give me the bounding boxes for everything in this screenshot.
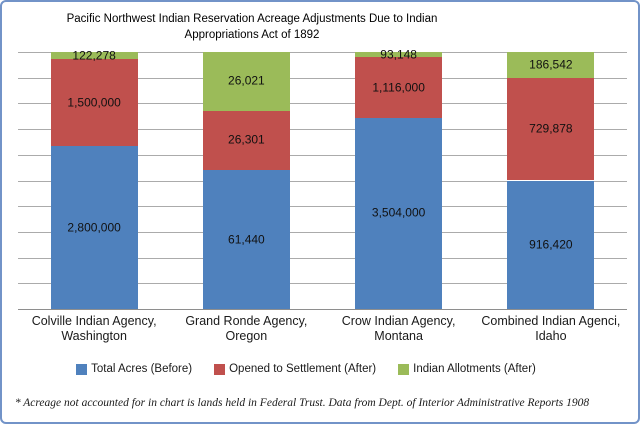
bar-segment <box>50 59 138 147</box>
category-label: Colville Indian Agency, Washington <box>18 314 170 344</box>
gridline <box>18 129 627 131</box>
category-axis: Colville Indian Agency, Washington Grand R… <box>2 314 638 348</box>
data-label: 1,500,000 <box>67 95 121 110</box>
legend-item: Opened to Settlement (After) <box>214 363 376 375</box>
category-label-line: Crow Indian Agency, <box>341 314 456 328</box>
data-label: 93,148 <box>380 47 417 62</box>
bar-segment <box>355 52 443 58</box>
category-label-line: Idaho <box>535 329 567 343</box>
legend-swatch-icon <box>398 363 410 375</box>
bar-segment <box>50 52 138 60</box>
legend: Total Acres (Before) Opened to Settlement… <box>2 363 610 375</box>
data-label: 3,504,000 <box>371 205 426 220</box>
gridline <box>18 154 627 156</box>
bar-segment <box>507 78 595 181</box>
legend-label: Opened to Settlement (After) <box>229 363 377 375</box>
chart-title-line2: Appropriations Act of 1892 <box>184 29 320 41</box>
gridline <box>18 283 627 285</box>
data-label: 186,542 <box>529 57 573 72</box>
chart-title-line1: Pacific Northwest Indian Reservation Acr… <box>66 13 438 25</box>
bar-segment <box>355 117 443 309</box>
category-label: Crow Indian Agency, Montana <box>323 314 475 344</box>
gridline <box>18 77 627 79</box>
bar-segment <box>50 146 138 309</box>
gridline <box>18 257 627 259</box>
category-label-line: Montana <box>374 329 423 343</box>
footnote: * Acreage not accounted for in chart is … <box>14 397 590 409</box>
data-label: 61,440 <box>228 232 265 247</box>
data-label: 122,278 <box>72 48 116 63</box>
legend-label: Indian Allotments (After) <box>413 363 536 375</box>
plot-area: 2,800,000 1,500,000 122,278 61,440 26,301 26,… <box>18 48 627 310</box>
x-axis-line <box>18 309 627 310</box>
gridline <box>18 180 627 182</box>
category-label: Combined Indian Agenci, Idaho <box>475 314 627 344</box>
category-label-line: Colville Indian Agency, <box>31 314 157 328</box>
category-label-line: Grand Ronde Agency, <box>185 314 308 328</box>
gridline <box>18 231 627 233</box>
legend-item: Indian Allotments (After) <box>398 363 536 375</box>
bar-segment <box>202 170 290 309</box>
bar-segment <box>202 52 290 111</box>
legend-item: Total Acres (Before) <box>76 363 192 375</box>
bar-segment <box>507 180 595 309</box>
data-label: 2,800,000 <box>67 220 121 235</box>
legend-swatch-icon <box>76 363 88 375</box>
bar-segment <box>202 110 290 171</box>
bar-segment <box>507 52 595 79</box>
data-label: 1,116,000 <box>372 80 425 94</box>
gridline <box>18 206 627 208</box>
data-label: 916,420 <box>529 237 573 252</box>
category-label-line: Oregon <box>225 329 268 343</box>
category-label: Grand Ronde Agency, Oregon <box>170 314 322 344</box>
legend-swatch-icon <box>214 363 226 375</box>
bar-segment <box>355 57 443 118</box>
gridline <box>18 52 627 53</box>
category-label-line: Combined Indian Agenci, <box>481 314 621 328</box>
legend-label: Total Acres (Before) <box>91 363 193 375</box>
category-label-line: Washington <box>61 329 127 343</box>
chart-title: Pacific Northwest Indian Reservation Acr… <box>22 11 482 43</box>
gridline <box>18 103 627 105</box>
data-label: 26,301 <box>228 132 265 147</box>
data-label: 729,878 <box>529 121 573 136</box>
data-label: 26,021 <box>228 73 265 88</box>
